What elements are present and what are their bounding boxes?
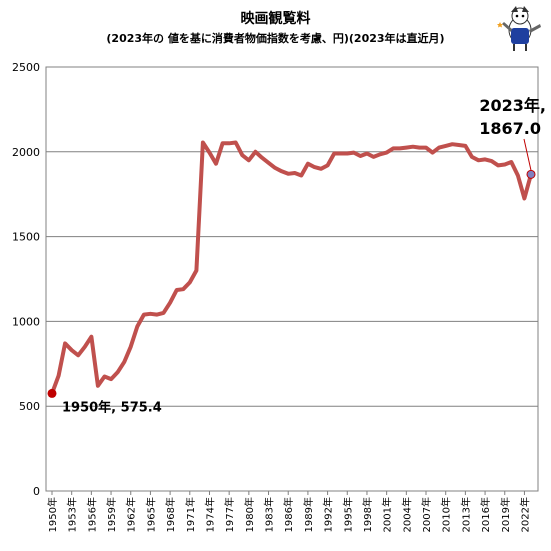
x-tick-label: 1980年 (243, 497, 256, 532)
y-tick-label: 500 (19, 400, 40, 413)
x-tick-label: 1974年 (203, 497, 216, 532)
chart-subtitle: (2023年の 値を基に消費者物価指数を考慮、円)(2023年は直近月) (106, 32, 445, 45)
x-tick-label: 2019年 (499, 497, 512, 532)
x-tick-label: 1971年 (184, 497, 197, 532)
x-tick-label: 2007年 (420, 497, 433, 532)
start-annotation: 1950年, 575.4 (62, 399, 162, 415)
x-tick-label: 2022年 (518, 497, 531, 532)
x-tick-label: 2004年 (400, 497, 413, 532)
y-tick-label: 2500 (12, 61, 40, 74)
x-tick-label: 1983年 (263, 497, 276, 532)
x-tick-label: 1965年 (144, 497, 157, 532)
x-tick-label: 1998年 (361, 497, 374, 532)
x-tick-label: 2010年 (440, 497, 453, 532)
y-tick-label: 1000 (12, 315, 40, 328)
x-tick-label: 1953年 (66, 497, 79, 532)
x-tick-label: 1968年 (164, 497, 177, 532)
mascot-icon (497, 6, 541, 51)
series-line (50, 140, 533, 396)
x-tick-label: 1977年 (223, 497, 236, 532)
x-tick-label: 1950年 (46, 497, 59, 532)
x-tick-label: 1986年 (282, 497, 295, 532)
x-tick-label: 2016年 (479, 497, 492, 532)
end-annotation-line2: 1867.0 (479, 119, 541, 138)
start-data-point (47, 388, 57, 398)
x-tick-label: 1956年 (85, 497, 98, 532)
y-tick-label: 1500 (12, 231, 40, 244)
end-annotation-leader (523, 138, 532, 171)
y-tick-label: 2000 (12, 146, 40, 159)
chart-title: 映画観覧料 (240, 11, 311, 27)
x-tick-label: 2013年 (459, 497, 472, 532)
end-annotation-line1: 2023年, (479, 96, 546, 115)
x-tick-label: 1992年 (322, 497, 335, 532)
x-tick-label: 1995年 (341, 497, 354, 532)
x-tick-label: 1959年 (105, 497, 118, 532)
x-tick-label: 1989年 (302, 497, 315, 532)
end-data-point (526, 169, 536, 179)
x-tick-label: 2001年 (381, 497, 394, 532)
y-tick-label: 0 (33, 485, 40, 498)
plot-area (45, 66, 539, 492)
x-tick-label: 1962年 (125, 497, 138, 532)
